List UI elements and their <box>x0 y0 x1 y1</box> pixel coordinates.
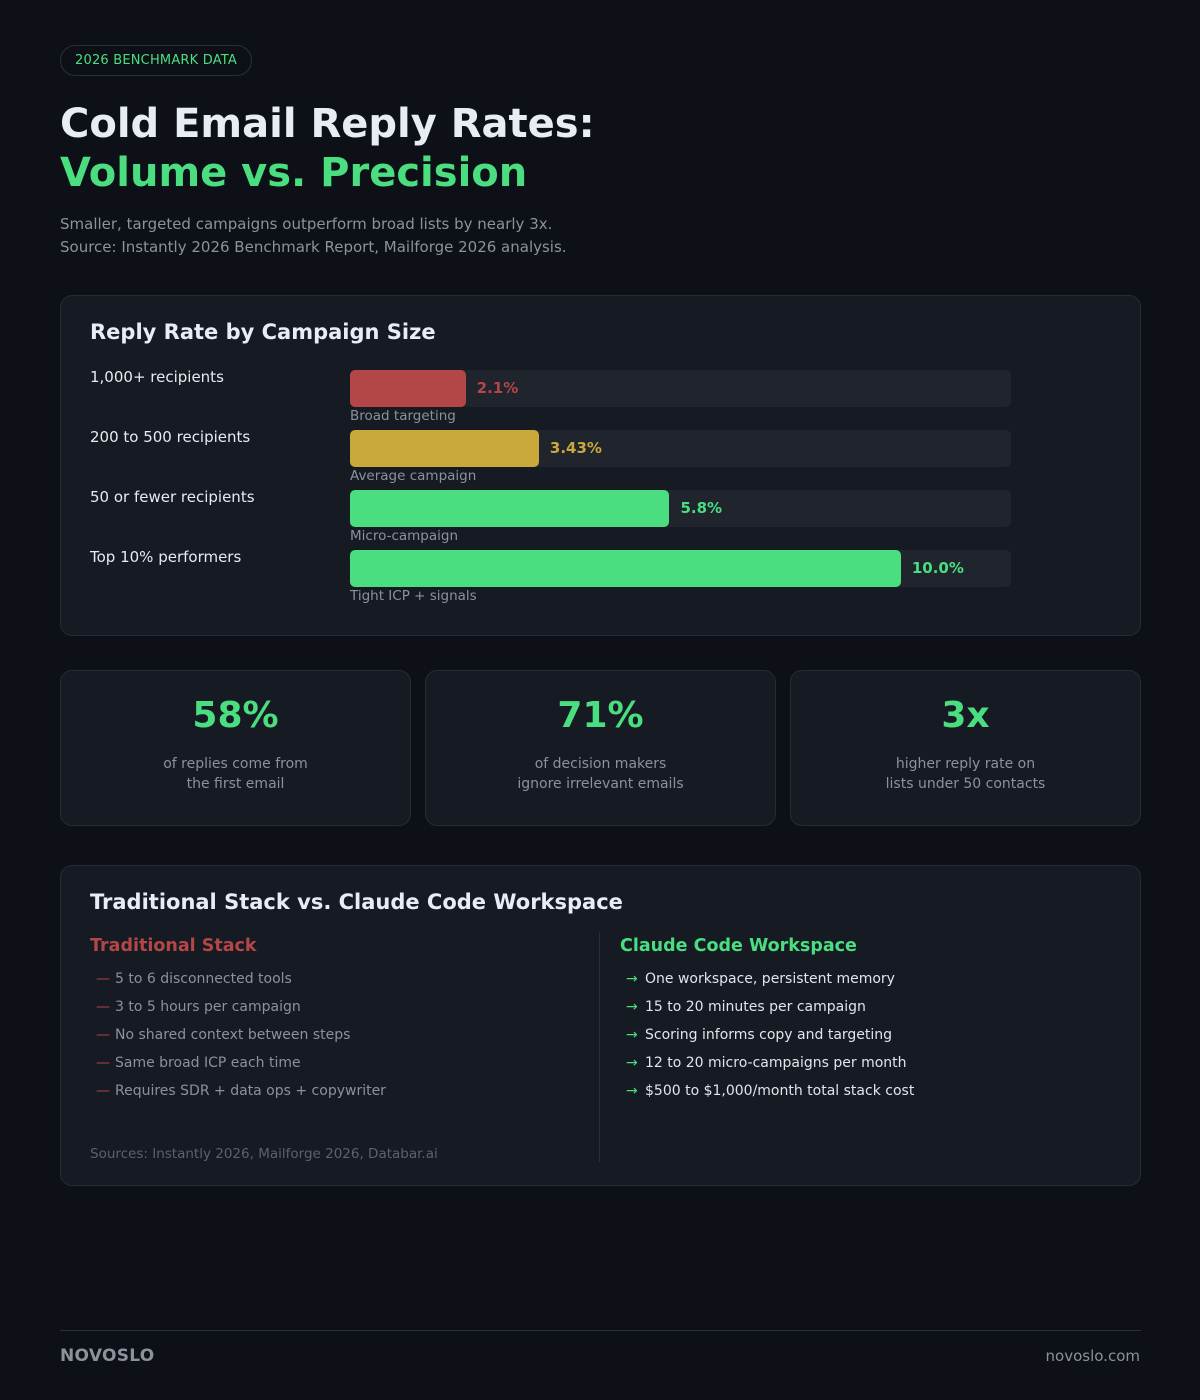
stat-description: of replies come from the first email <box>61 754 410 794</box>
bar-track: 5.8% <box>350 490 1011 527</box>
page-title: Cold Email Reply Rates: <box>60 101 595 147</box>
comparison-item: → $500 to $1,000/month total stack cost <box>620 1080 914 1108</box>
reply-rate-chart-card: Reply Rate by Campaign Size 1,000+ recip… <box>60 295 1141 636</box>
bar-track: 10.0% <box>350 550 1011 587</box>
subtitle-line: Smaller, targeted campaigns outperform b… <box>60 215 553 233</box>
stat-desc-line: of replies come from <box>163 756 308 772</box>
stat-card-decision-makers: 71% of decision makers ignore irrelevant… <box>425 670 776 826</box>
stat-card-first-email: 58% of replies come from the first email <box>60 670 411 826</box>
dash-icon: — <box>96 999 110 1015</box>
bar-value-label: 5.8% <box>680 499 723 517</box>
arrow-right-icon: → <box>626 1055 638 1071</box>
comparison-item: → Scoring informs copy and targeting <box>620 1024 914 1052</box>
bar-value-label: 3.43% <box>549 439 602 457</box>
brand-logo: NOVOSLO <box>60 1346 155 1366</box>
stat-desc-line: the first email <box>186 776 285 792</box>
comparison-item: — Requires SDR + data ops + copywriter <box>90 1080 386 1108</box>
dash-icon: — <box>96 1083 110 1099</box>
bar-fill <box>350 550 901 587</box>
stat-desc-line: higher reply rate on <box>895 756 1036 772</box>
arrow-right-icon: → <box>626 1027 638 1043</box>
page-title-highlight: Volume vs. Precision <box>60 150 528 196</box>
comparison-item-text: 5 to 6 disconnected tools <box>115 971 292 987</box>
bar-annotation: Micro-campaign <box>350 528 459 544</box>
traditional-stack-list: — 5 to 6 disconnected tools — 3 to 5 hours … <box>90 968 386 1108</box>
bar-category-label: Top 10% performers <box>90 548 242 566</box>
dash-icon: — <box>96 971 110 987</box>
comparison-item: — 3 to 5 hours per campaign <box>90 996 386 1024</box>
bar-track: 3.43% <box>350 430 1011 467</box>
bar-annotation: Broad targeting <box>350 408 456 424</box>
bar-row: Top 10% performers 10.0% Tight ICP + sig… <box>61 548 1140 610</box>
comparison-item: — No shared context between steps <box>90 1024 386 1052</box>
bar-value-label: 2.1% <box>476 379 519 397</box>
stat-desc-line: ignore irrelevant emails <box>517 776 684 792</box>
comparison-card: Traditional Stack vs. Claude Code Worksp… <box>60 865 1141 1186</box>
bar-track: 2.1% <box>350 370 1011 407</box>
benchmark-badge: 2026 BENCHMARK DATA <box>60 45 253 76</box>
claude-workspace-heading: Claude Code Workspace <box>620 936 857 956</box>
claude-workspace-list: → One workspace, persistent memory → 15 to … <box>620 968 914 1108</box>
bar-value-label: 10.0% <box>911 559 964 577</box>
website-link[interactable]: novoslo.com <box>1045 1347 1140 1365</box>
bar-row: 50 or fewer recipients 5.8% Micro-campai… <box>61 488 1140 550</box>
comparison-item-text: 12 to 20 micro-campaigns per month <box>645 1055 907 1071</box>
chart-title: Reply Rate by Campaign Size <box>90 320 436 344</box>
comparison-item-text: One workspace, persistent memory <box>645 971 895 987</box>
comparison-item-text: Requires SDR + data ops + copywriter <box>115 1083 386 1099</box>
bar-fill <box>350 430 539 467</box>
comparison-item: — 5 to 6 disconnected tools <box>90 968 386 996</box>
bar-row: 200 to 500 recipients 3.43% Average camp… <box>61 428 1140 490</box>
stat-value: 58% <box>192 695 279 736</box>
bar-category-label: 200 to 500 recipients <box>90 428 251 446</box>
bar-category-label: 1,000+ recipients <box>90 368 224 386</box>
bar-category-label: 50 or fewer recipients <box>90 488 255 506</box>
comparison-item: → 12 to 20 micro-campaigns per month <box>620 1052 914 1080</box>
comparison-item: → One workspace, persistent memory <box>620 968 914 996</box>
stat-description: higher reply rate on lists under 50 cont… <box>791 754 1140 794</box>
bar-row: 1,000+ recipients 2.1% Broad targeting <box>61 368 1140 430</box>
stat-card-reply-multiplier: 3x higher reply rate on lists under 50 c… <box>790 670 1141 826</box>
bar-fill <box>350 490 670 527</box>
source-line: Source: Instantly 2026 Benchmark Report,… <box>60 238 567 256</box>
comparison-item-text: Scoring informs copy and targeting <box>645 1027 893 1043</box>
comparison-item-text: Same broad ICP each time <box>115 1055 301 1071</box>
stat-value: 71% <box>557 695 644 736</box>
comparison-title: Traditional Stack vs. Claude Code Worksp… <box>90 890 623 914</box>
page-subtitle: Smaller, targeted campaigns outperform b… <box>60 213 567 259</box>
arrow-right-icon: → <box>626 999 638 1015</box>
comparison-item: — Same broad ICP each time <box>90 1052 386 1080</box>
stat-value: 3x <box>941 695 990 736</box>
bar-annotation: Tight ICP + signals <box>350 588 477 604</box>
bar-fill <box>350 370 466 407</box>
arrow-right-icon: → <box>626 1083 638 1099</box>
column-divider <box>599 932 600 1162</box>
footer-divider <box>60 1330 1141 1331</box>
bar-annotation: Average campaign <box>350 468 477 484</box>
dash-icon: — <box>96 1055 110 1071</box>
sources-note: Sources: Instantly 2026, Mailforge 2026,… <box>90 1146 438 1162</box>
comparison-item-text: No shared context between steps <box>115 1027 351 1043</box>
stat-desc-line: lists under 50 contacts <box>885 776 1046 792</box>
stat-description: of decision makers ignore irrelevant ema… <box>426 754 775 794</box>
comparison-item-text: 15 to 20 minutes per campaign <box>645 999 866 1015</box>
dash-icon: — <box>96 1027 110 1043</box>
comparison-item: → 15 to 20 minutes per campaign <box>620 996 914 1024</box>
comparison-item-text: $500 to $1,000/month total stack cost <box>645 1083 915 1099</box>
comparison-item-text: 3 to 5 hours per campaign <box>115 999 301 1015</box>
stat-desc-line: of decision makers <box>534 756 667 772</box>
traditional-stack-heading: Traditional Stack <box>90 936 257 956</box>
arrow-right-icon: → <box>626 971 638 987</box>
